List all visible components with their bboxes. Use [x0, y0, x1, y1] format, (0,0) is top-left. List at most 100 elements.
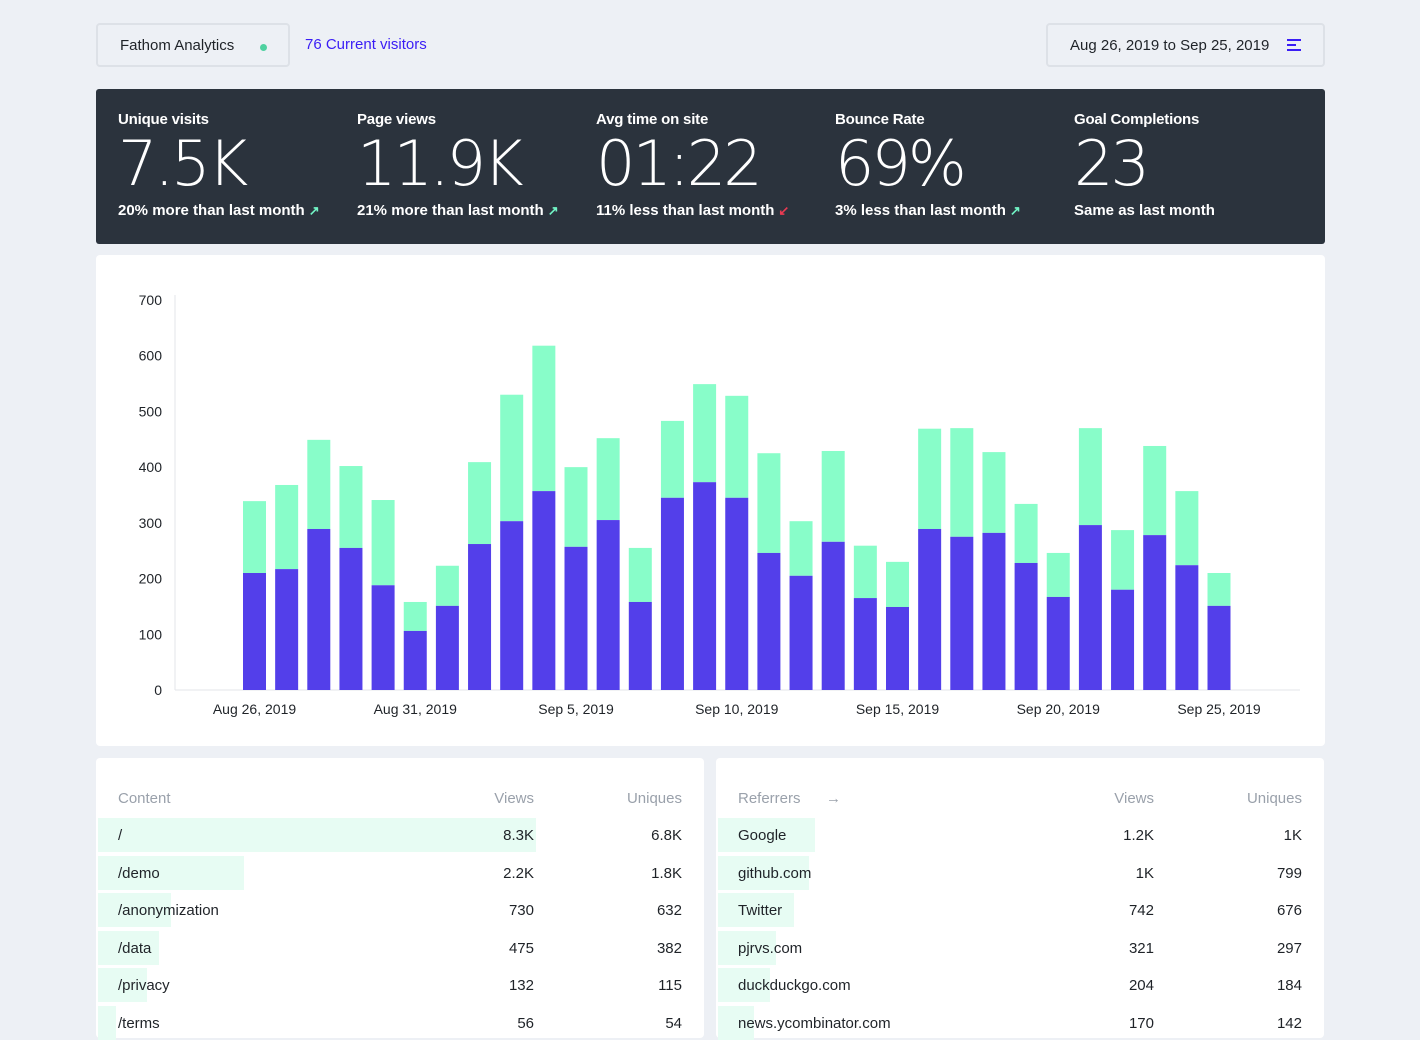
row-uniques: 184: [1276, 977, 1302, 994]
row-uniques: 142: [1276, 1014, 1302, 1032]
bar-unique-sep-17: [950, 536, 974, 690]
bar-total-sep-13: [821, 450, 845, 542]
stat-change: 11% less than last month ↙: [596, 202, 789, 219]
bar-total-sep-8: [660, 420, 684, 498]
table-row[interactable]: / 8.3K 6.8K: [96, 818, 704, 852]
table-header: Content Views Uniques: [96, 790, 704, 810]
bar-total-aug-31: [403, 601, 427, 631]
y-tick-label: 400: [139, 459, 163, 475]
row-label: /anonymization: [118, 902, 219, 919]
bar-total-sep-3: [500, 394, 524, 522]
share-bar: [98, 818, 536, 852]
table-row[interactable]: /privacy 132 115: [96, 968, 704, 1002]
row-uniques: 632: [656, 902, 682, 919]
stat-label: Goal Completions: [1074, 111, 1200, 128]
bar-total-sep-21: [1078, 428, 1102, 526]
referrers-table: Referrers → Views Uniques Google 1.2K 1K github…: [716, 758, 1324, 1040]
bar-total-sep-6: [596, 438, 620, 521]
bar-unique-sep-22: [1111, 589, 1135, 690]
table-row[interactable]: /terms 56 54: [96, 1005, 704, 1040]
bar-total-aug-27: [275, 484, 299, 570]
row-views: 2.2K: [503, 864, 534, 882]
stat-unique-visits: Unique visits 7.5K 20% more than last mont…: [118, 111, 320, 219]
row-label: Google: [738, 827, 787, 844]
row-views: 475: [508, 939, 534, 957]
y-tick-label: 300: [139, 515, 163, 531]
row-label: github.com: [738, 864, 812, 882]
header-uniques: Uniques: [626, 790, 682, 807]
table-row[interactable]: Google 1.2K 1K: [716, 818, 1324, 852]
share-bar: [98, 1005, 117, 1040]
menu-icon[interactable]: [1287, 39, 1301, 51]
table-row[interactable]: /demo 2.2K 1.8K: [96, 855, 704, 890]
row-uniques: 799: [1276, 864, 1302, 882]
row-label: /demo: [118, 864, 160, 882]
bar-unique-sep-24: [1175, 565, 1199, 690]
table-row[interactable]: /anonymization 730 632: [96, 893, 704, 927]
bar-unique-sep-8: [660, 497, 684, 690]
share-bar: [98, 855, 244, 890]
y-tick-label: 700: [139, 292, 163, 308]
table-row[interactable]: Twitter 742 676: [716, 893, 1324, 927]
date-range-picker[interactable]: Aug 26, 2019 to Sep 25, 2019: [1046, 23, 1325, 67]
row-label: pjrvs.com: [738, 939, 803, 957]
table-row[interactable]: /data 475 382: [96, 930, 704, 965]
stat-label: Avg time on site: [596, 111, 709, 128]
visits-chart: 0 100 200 300 400 500 600 700 Aug 26, 2019 Aug 31…: [139, 292, 1300, 717]
bar-total-sep-5: [564, 467, 588, 547]
row-views: 321: [1128, 939, 1154, 957]
bar-unique-sep-4: [532, 491, 556, 690]
bar-unique-sep-10: [725, 497, 749, 690]
bar-unique-aug-29: [339, 547, 363, 690]
row-views: 204: [1128, 977, 1154, 994]
x-tick-label: Sep 15, 2019: [856, 701, 940, 717]
bar-unique-aug-26: [243, 573, 266, 690]
bar-total-aug-26: [243, 501, 266, 573]
table-row[interactable]: pjrvs.com 321 297: [716, 930, 1324, 965]
y-tick-label: 100: [139, 626, 163, 642]
date-range: Aug 26, 2019 to Sep 25, 2019: [1070, 36, 1270, 54]
row-views: 742: [1128, 902, 1154, 919]
site-selector[interactable]: Fathom Analytics: [96, 23, 290, 67]
table-row[interactable]: duckduckgo.com 204 184: [716, 968, 1324, 1002]
share-bar: [718, 893, 794, 927]
x-tick-label: Sep 25, 2019: [1177, 701, 1261, 717]
bar-total-sep-7: [628, 547, 652, 602]
x-tick-label: Sep 5, 2019: [538, 701, 614, 717]
bar-unique-sep-20: [1046, 596, 1070, 690]
stat-change: 3% less than last month ↗: [835, 202, 1021, 219]
x-tick-label: Sep 10, 2019: [695, 701, 779, 717]
stat-value: 11.9K: [357, 127, 524, 200]
bar-total-sep-10: [725, 395, 749, 498]
share-bar: [718, 855, 810, 890]
bar-total-sep-20: [1046, 552, 1070, 597]
bar-unique-aug-27: [275, 569, 299, 690]
stats-panel: Unique visits 7.5K 20% more than last mont…: [96, 89, 1325, 244]
bar-unique-aug-30: [371, 585, 395, 690]
bar-unique-sep-12: [789, 575, 813, 690]
table-row[interactable]: github.com 1K 799: [716, 855, 1324, 890]
stat-label: Bounce Rate: [835, 111, 925, 128]
header-label: Referrers: [738, 790, 801, 807]
bar-unique-sep-19: [1014, 562, 1038, 690]
bar-total-sep-1: [435, 565, 459, 606]
bar-unique-sep-11: [757, 552, 781, 690]
bar-unique-sep-3: [500, 521, 524, 690]
arrow-right-icon[interactable]: →: [826, 790, 841, 807]
bar-unique-sep-5: [564, 546, 588, 690]
header-uniques: Uniques: [1246, 790, 1302, 807]
current-visitors-link[interactable]: 76 Current visitors: [305, 36, 427, 53]
table-row[interactable]: news.ycombinator.com 170 142: [716, 1005, 1324, 1040]
table-header: Referrers → Views Uniques: [716, 790, 1324, 810]
y-tick-label: 0: [154, 682, 162, 698]
bar-unique-sep-16: [918, 528, 942, 690]
stat-change-text: 11% less than last month: [596, 202, 775, 219]
stat-change-text: 20% more than last month: [118, 202, 305, 219]
bar-unique-aug-31: [403, 630, 427, 690]
header-label: Content: [118, 790, 171, 807]
header-views: Views: [1114, 790, 1154, 807]
bar-total-sep-4: [532, 345, 556, 492]
bar-unique-sep-15: [886, 606, 909, 690]
bar-total-sep-12: [789, 521, 813, 576]
row-label: duckduckgo.com: [738, 977, 851, 994]
